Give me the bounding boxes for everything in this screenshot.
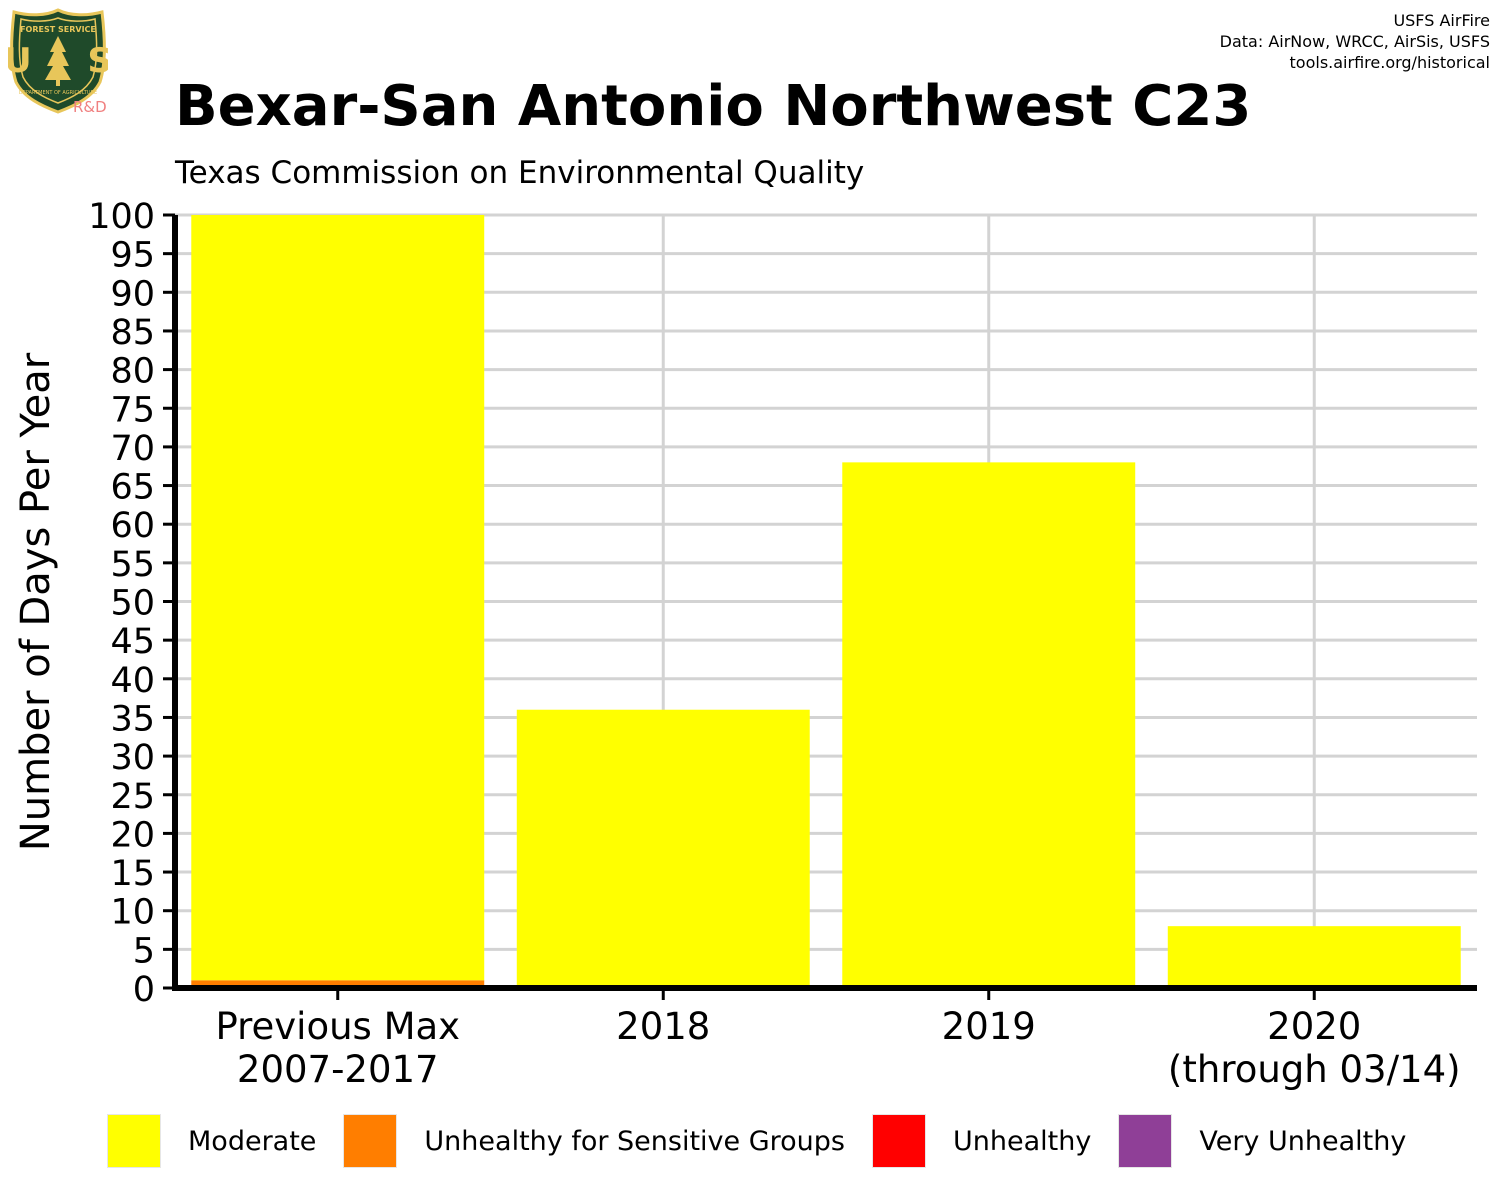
x-tick-label: Previous Max (215, 1005, 460, 1048)
legend-swatch-unhealthy (872, 1114, 926, 1168)
bar-segment (191, 215, 485, 981)
y-tick-label: 40 (110, 661, 155, 701)
y-tick-label: 65 (110, 468, 155, 508)
y-tick-label: 95 (110, 236, 155, 276)
legend-swatch-very-unhealthy (1118, 1114, 1173, 1168)
legend-item-very-unhealthy: Very Unhealthy (1118, 1114, 1406, 1168)
bar-segment (516, 709, 810, 988)
legend-item-moderate: Moderate (107, 1114, 343, 1168)
logo-top-text: FOREST SERVICE (20, 25, 96, 34)
y-tick-label: 25 (110, 777, 155, 817)
x-tick-label: 2007-2017 (237, 1048, 439, 1091)
legend-label-moderate: Moderate (188, 1125, 317, 1157)
x-tick-label: 2018 (616, 1005, 710, 1048)
logo-rd-label: R&D (73, 98, 107, 116)
y-tick-label: 45 (110, 622, 155, 662)
y-tick-label: 75 (110, 390, 155, 430)
bar-segment (191, 980, 485, 988)
legend-item-usg: Unhealthy for Sensitive Groups (343, 1114, 872, 1168)
credits: USFS AirFire Data: AirNow, WRCC, AirSis,… (1220, 10, 1490, 73)
x-tick-label: 2020 (1267, 1005, 1361, 1048)
credit-line-1: USFS AirFire (1393, 11, 1490, 30)
chart-title: Bexar-San Antonio Northwest C23 (175, 74, 1252, 139)
x-tick-label: 2019 (942, 1005, 1036, 1048)
y-tick-label: 35 (110, 699, 155, 739)
y-tick-label: 30 (110, 738, 155, 778)
y-tick-label: 0 (133, 970, 155, 1010)
y-tick-label: 80 (110, 352, 155, 392)
y-tick-label: 85 (110, 313, 155, 353)
credit-line-3: tools.airfire.org/historical (1289, 53, 1490, 72)
y-tick-label: 70 (110, 429, 155, 469)
chart-subtitle: Texas Commission on Environmental Qualit… (175, 155, 865, 191)
y-tick-label: 100 (88, 197, 155, 237)
y-tick-label: 60 (110, 506, 155, 546)
x-tick-label: (through 03/14) (1168, 1048, 1461, 1091)
legend-label-very-unhealthy: Very Unhealthy (1199, 1125, 1407, 1157)
y-tick-label: 5 (133, 931, 155, 971)
y-tick-label: 10 (110, 893, 155, 933)
y-tick-label: 55 (110, 545, 155, 585)
legend: Moderate Unhealthy for Sensitive Groups … (107, 1113, 1406, 1169)
legend-item-unhealthy: Unhealthy (872, 1114, 1118, 1168)
legend-label-usg: Unhealthy for Sensitive Groups (424, 1125, 845, 1157)
legend-swatch-usg (343, 1114, 398, 1168)
legend-label-unhealthy: Unhealthy (953, 1125, 1092, 1157)
y-tick-label: 90 (110, 274, 155, 314)
logo-bottom-text: DEPARTMENT OF AGRICULTURE (19, 90, 97, 96)
bar-segment (842, 462, 1136, 988)
y-tick-label: 15 (110, 854, 155, 894)
credit-line-2: Data: AirNow, WRCC, AirSis, USFS (1219, 32, 1490, 51)
y-tick-label: 50 (110, 584, 155, 624)
usfs-shield-icon: FOREST SERVICE U S DEPARTMENT OF AGRICUL… (8, 8, 108, 118)
bar-segment (1167, 926, 1461, 988)
legend-swatch-moderate (107, 1114, 161, 1168)
y-tick-label: 20 (110, 815, 155, 855)
